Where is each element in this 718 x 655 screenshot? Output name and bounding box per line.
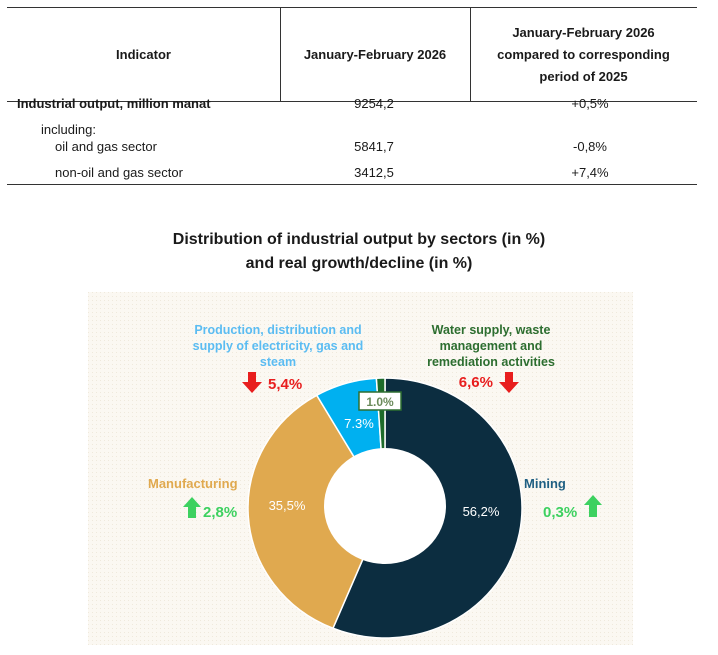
growth-label: 2,8% — [203, 504, 237, 521]
chart-title: Distribution of industrial output by sec… — [0, 228, 718, 276]
slice-name: steam — [260, 355, 296, 369]
arrow-down-icon — [499, 372, 519, 393]
indicator-table: Indicator January-February 2026 January-… — [7, 7, 697, 185]
donut-hole — [324, 448, 446, 564]
slice-name: supply of electricity, gas and — [193, 339, 364, 353]
row-change: +0,5% — [571, 96, 609, 111]
data-label: 1.0% — [366, 395, 394, 409]
header-line: period of 2025 — [539, 68, 628, 84]
slice-name: Water supply, waste — [432, 323, 551, 337]
slice-name: Mining — [524, 476, 566, 491]
header-line: compared to corresponding — [497, 46, 670, 62]
row-change: +7,4% — [571, 165, 609, 180]
header-period: January-February 2026 — [303, 46, 447, 62]
header-line: January-February 2026 — [512, 24, 655, 40]
row-value: 3412,5 — [354, 165, 394, 180]
slice-name: management and — [440, 339, 543, 353]
slice-name: Manufacturing — [148, 476, 238, 491]
row-label: Industrial output, million manat — [17, 96, 211, 111]
row-change: -0,8% — [573, 139, 607, 154]
arrow-up-icon — [183, 497, 201, 518]
data-label-box — [358, 391, 402, 411]
data-label: 7.3% — [344, 416, 374, 431]
header-indicator: Indicator — [116, 46, 171, 62]
donut-slice-manufacturing — [247, 394, 386, 630]
growth-label: 0,3% — [543, 504, 577, 521]
header-divider — [7, 101, 697, 102]
data-label: 35,5% — [269, 498, 306, 513]
arrow-down-icon — [242, 372, 262, 393]
data-label: 56,2% — [463, 504, 500, 519]
slice-name: remediation activities — [427, 355, 555, 369]
row-value: 9254,2 — [354, 96, 394, 111]
legend-electricity: Production, distribution and supply of e… — [193, 323, 364, 369]
slice-name: Production, distribution and — [194, 323, 361, 337]
column-divider — [280, 8, 281, 101]
row-label: oil and gas sector — [55, 139, 157, 154]
row-value: 5841,7 — [354, 139, 394, 154]
row-label: non-oil and gas sector — [55, 165, 183, 180]
header-comparison: January-February 2026 compared to corres… — [470, 8, 697, 101]
growth-label: 6,6% — [459, 374, 493, 391]
legend-water: Water supply, waste management and remed… — [427, 323, 555, 369]
arrow-up-icon — [584, 495, 602, 517]
chart-title-line: and real growth/decline (in %) — [245, 255, 473, 272]
growth-label: 5,4% — [268, 376, 302, 393]
chart-title-line: Distribution of industrial output by sec… — [172, 231, 546, 248]
column-divider — [470, 8, 471, 101]
row-label: including: — [41, 122, 96, 137]
